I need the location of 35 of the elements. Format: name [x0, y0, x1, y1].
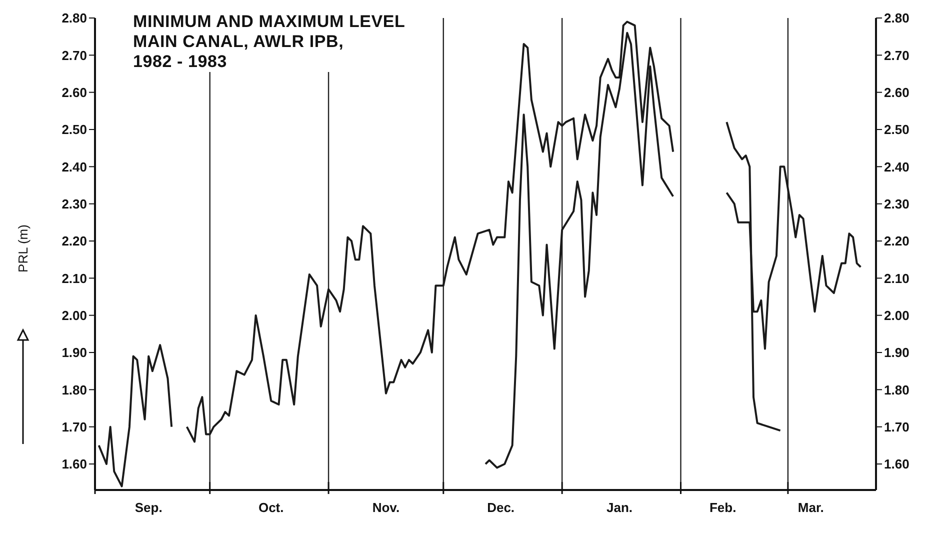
y2-tick-label: 2.30 — [884, 196, 910, 212]
y-tick-label: 2.10 — [62, 270, 87, 286]
y-tick-label: 2.70 — [62, 48, 87, 63]
x-tick-label: Nov. — [372, 500, 400, 515]
y-tick-label: 2.60 — [62, 84, 87, 100]
y-tick-label: 2.50 — [62, 122, 87, 138]
y2-tick-label: 2.50 — [884, 122, 910, 138]
y2-tick-label: 1.70 — [884, 419, 910, 434]
x-tick-label: Sep. — [134, 500, 162, 515]
y2-tick-label: 2.70 — [884, 48, 910, 63]
x-tick-label: Feb. — [709, 500, 736, 515]
y2-tick-label: 1.90 — [884, 345, 910, 360]
y2-tick-label: 1.60 — [884, 456, 910, 472]
y-tick-label: 1.90 — [62, 345, 87, 360]
y2-tick-label: 2.10 — [884, 270, 910, 286]
y2-tick-label: 2.00 — [884, 308, 910, 323]
text: MINIMUM AND MAXIMUM LEVEL MAIN CANAL, AWLR IPB, 1982 - 1983 — [133, 12, 406, 72]
y2-tick-label: 1.80 — [884, 382, 910, 398]
y2-tick-label: 2.80 — [884, 10, 910, 26]
y2-tick-label: 2.60 — [884, 84, 910, 100]
y-tick-label: 2.00 — [62, 308, 87, 323]
y-tick-label: 2.20 — [62, 234, 87, 249]
y-tick-label: 2.30 — [62, 196, 87, 212]
y-tick-label: 2.40 — [62, 159, 87, 174]
x-tick-label: Mar. — [798, 500, 824, 515]
y-axis-title: PRL (m) — [16, 224, 30, 272]
x-tick-label: Jan. — [606, 500, 633, 515]
x-tick-label: Oct. — [258, 500, 284, 515]
y-tick-label: 1.80 — [62, 382, 87, 398]
x-tick-label: Dec. — [487, 500, 515, 515]
y-tick-label: 1.70 — [62, 419, 87, 434]
y2-tick-label: 2.40 — [884, 159, 910, 174]
y-tick-label: 1.60 — [62, 456, 87, 472]
y-tick-label: 2.80 — [62, 10, 87, 26]
y2-tick-label: 2.20 — [884, 234, 910, 249]
